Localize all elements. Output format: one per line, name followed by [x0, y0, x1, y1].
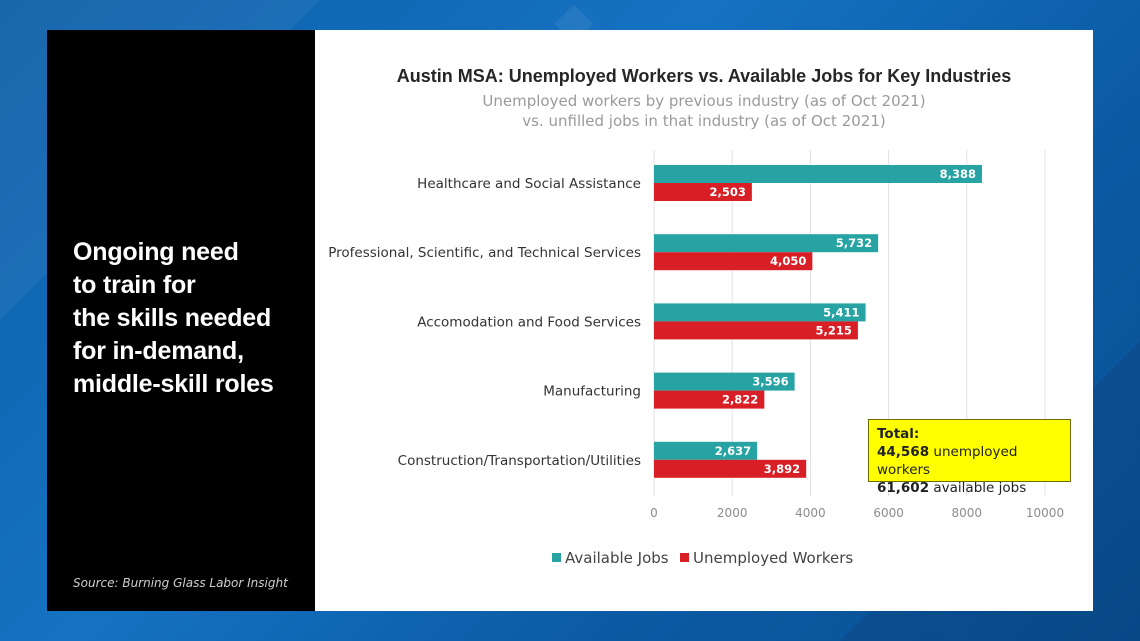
- headline-line: to train for: [73, 271, 196, 299]
- data-label: 4,050: [770, 254, 806, 268]
- callout-title: Total:: [877, 426, 920, 442]
- bar-unemployed-workers: [654, 390, 765, 409]
- data-label: 8,388: [940, 167, 976, 181]
- chart-panel: 0 2000 4000 6000 8000 10000 Healthcare and Soc…: [315, 30, 1093, 611]
- headline-line: middle-skill roles: [73, 370, 274, 398]
- bar-unemployed-workers: [654, 459, 807, 478]
- x-tick-label: 4000: [795, 506, 826, 520]
- bar-available-jobs: [654, 441, 758, 460]
- bar-available-jobs: [654, 165, 982, 183]
- legend-swatch: [680, 553, 689, 562]
- headline-line: for in-demand,: [73, 337, 244, 365]
- category-label: Manufacturing: [543, 384, 641, 400]
- x-tick-label: 6000: [873, 506, 904, 520]
- data-label: 5,411: [823, 305, 859, 319]
- chart-subtitle-line: Unemployed workers by previous industry …: [482, 92, 926, 110]
- headline: Ongoing need to train for the skills nee…: [73, 236, 309, 401]
- x-tick-label: 8000: [952, 506, 983, 520]
- data-label: 2,822: [722, 393, 758, 407]
- data-label: 5,732: [836, 236, 872, 250]
- x-tick-label: 0: [650, 506, 658, 520]
- bar-unemployed-workers: [654, 183, 752, 201]
- data-label: 5,215: [816, 323, 852, 337]
- legend-swatch: [552, 553, 561, 562]
- source-note: Source: Burning Glass Labor Insight: [73, 576, 288, 590]
- x-tick-label: 2000: [717, 506, 748, 520]
- bar-available-jobs: [654, 303, 866, 322]
- bar-chart: 0 2000 4000 6000 8000 10000 Healthcare and Soc…: [328, 150, 1064, 567]
- category-label: Accomodation and Food Services: [417, 314, 641, 330]
- left-panel: Ongoing need to train for the skills nee…: [47, 30, 315, 611]
- data-label: 2,503: [709, 185, 745, 199]
- category-label: Healthcare and Social Assistance: [417, 176, 641, 192]
- callout-unemployed-value: 44,568: [877, 444, 930, 460]
- data-label: 3,892: [764, 462, 800, 476]
- data-label: 3,596: [752, 375, 788, 389]
- bar-available-jobs: [654, 234, 879, 253]
- bar-unemployed-workers: [654, 321, 858, 340]
- category-label: Professional, Scientific, and Technical …: [328, 245, 641, 261]
- headline-line: the skills needed: [73, 304, 272, 332]
- chart-subtitle-line: vs. unfilled jobs in that industry (as o…: [522, 112, 886, 130]
- bar-unemployed-workers: [654, 252, 813, 271]
- data-label: 2,637: [715, 444, 751, 458]
- headline-line: Ongoing need: [73, 238, 239, 266]
- callout-unemployed-text: unemployed workers: [877, 444, 1018, 478]
- callout-jobs-text: available jobs: [929, 480, 1027, 496]
- legend-label: Available Jobs: [565, 549, 669, 567]
- chart-title: Austin MSA: Unemployed Workers vs. Avail…: [396, 66, 1012, 86]
- totals-callout: Total: 44,568 unemployed workers 61,602 …: [868, 419, 1071, 496]
- callout-jobs-value: 61,602: [877, 480, 930, 496]
- legend-label: Unemployed Workers: [693, 549, 853, 567]
- x-tick-label: 10000: [1026, 506, 1064, 520]
- category-label: Construction/Transportation/Utilities: [398, 453, 641, 469]
- bar-available-jobs: [654, 372, 795, 391]
